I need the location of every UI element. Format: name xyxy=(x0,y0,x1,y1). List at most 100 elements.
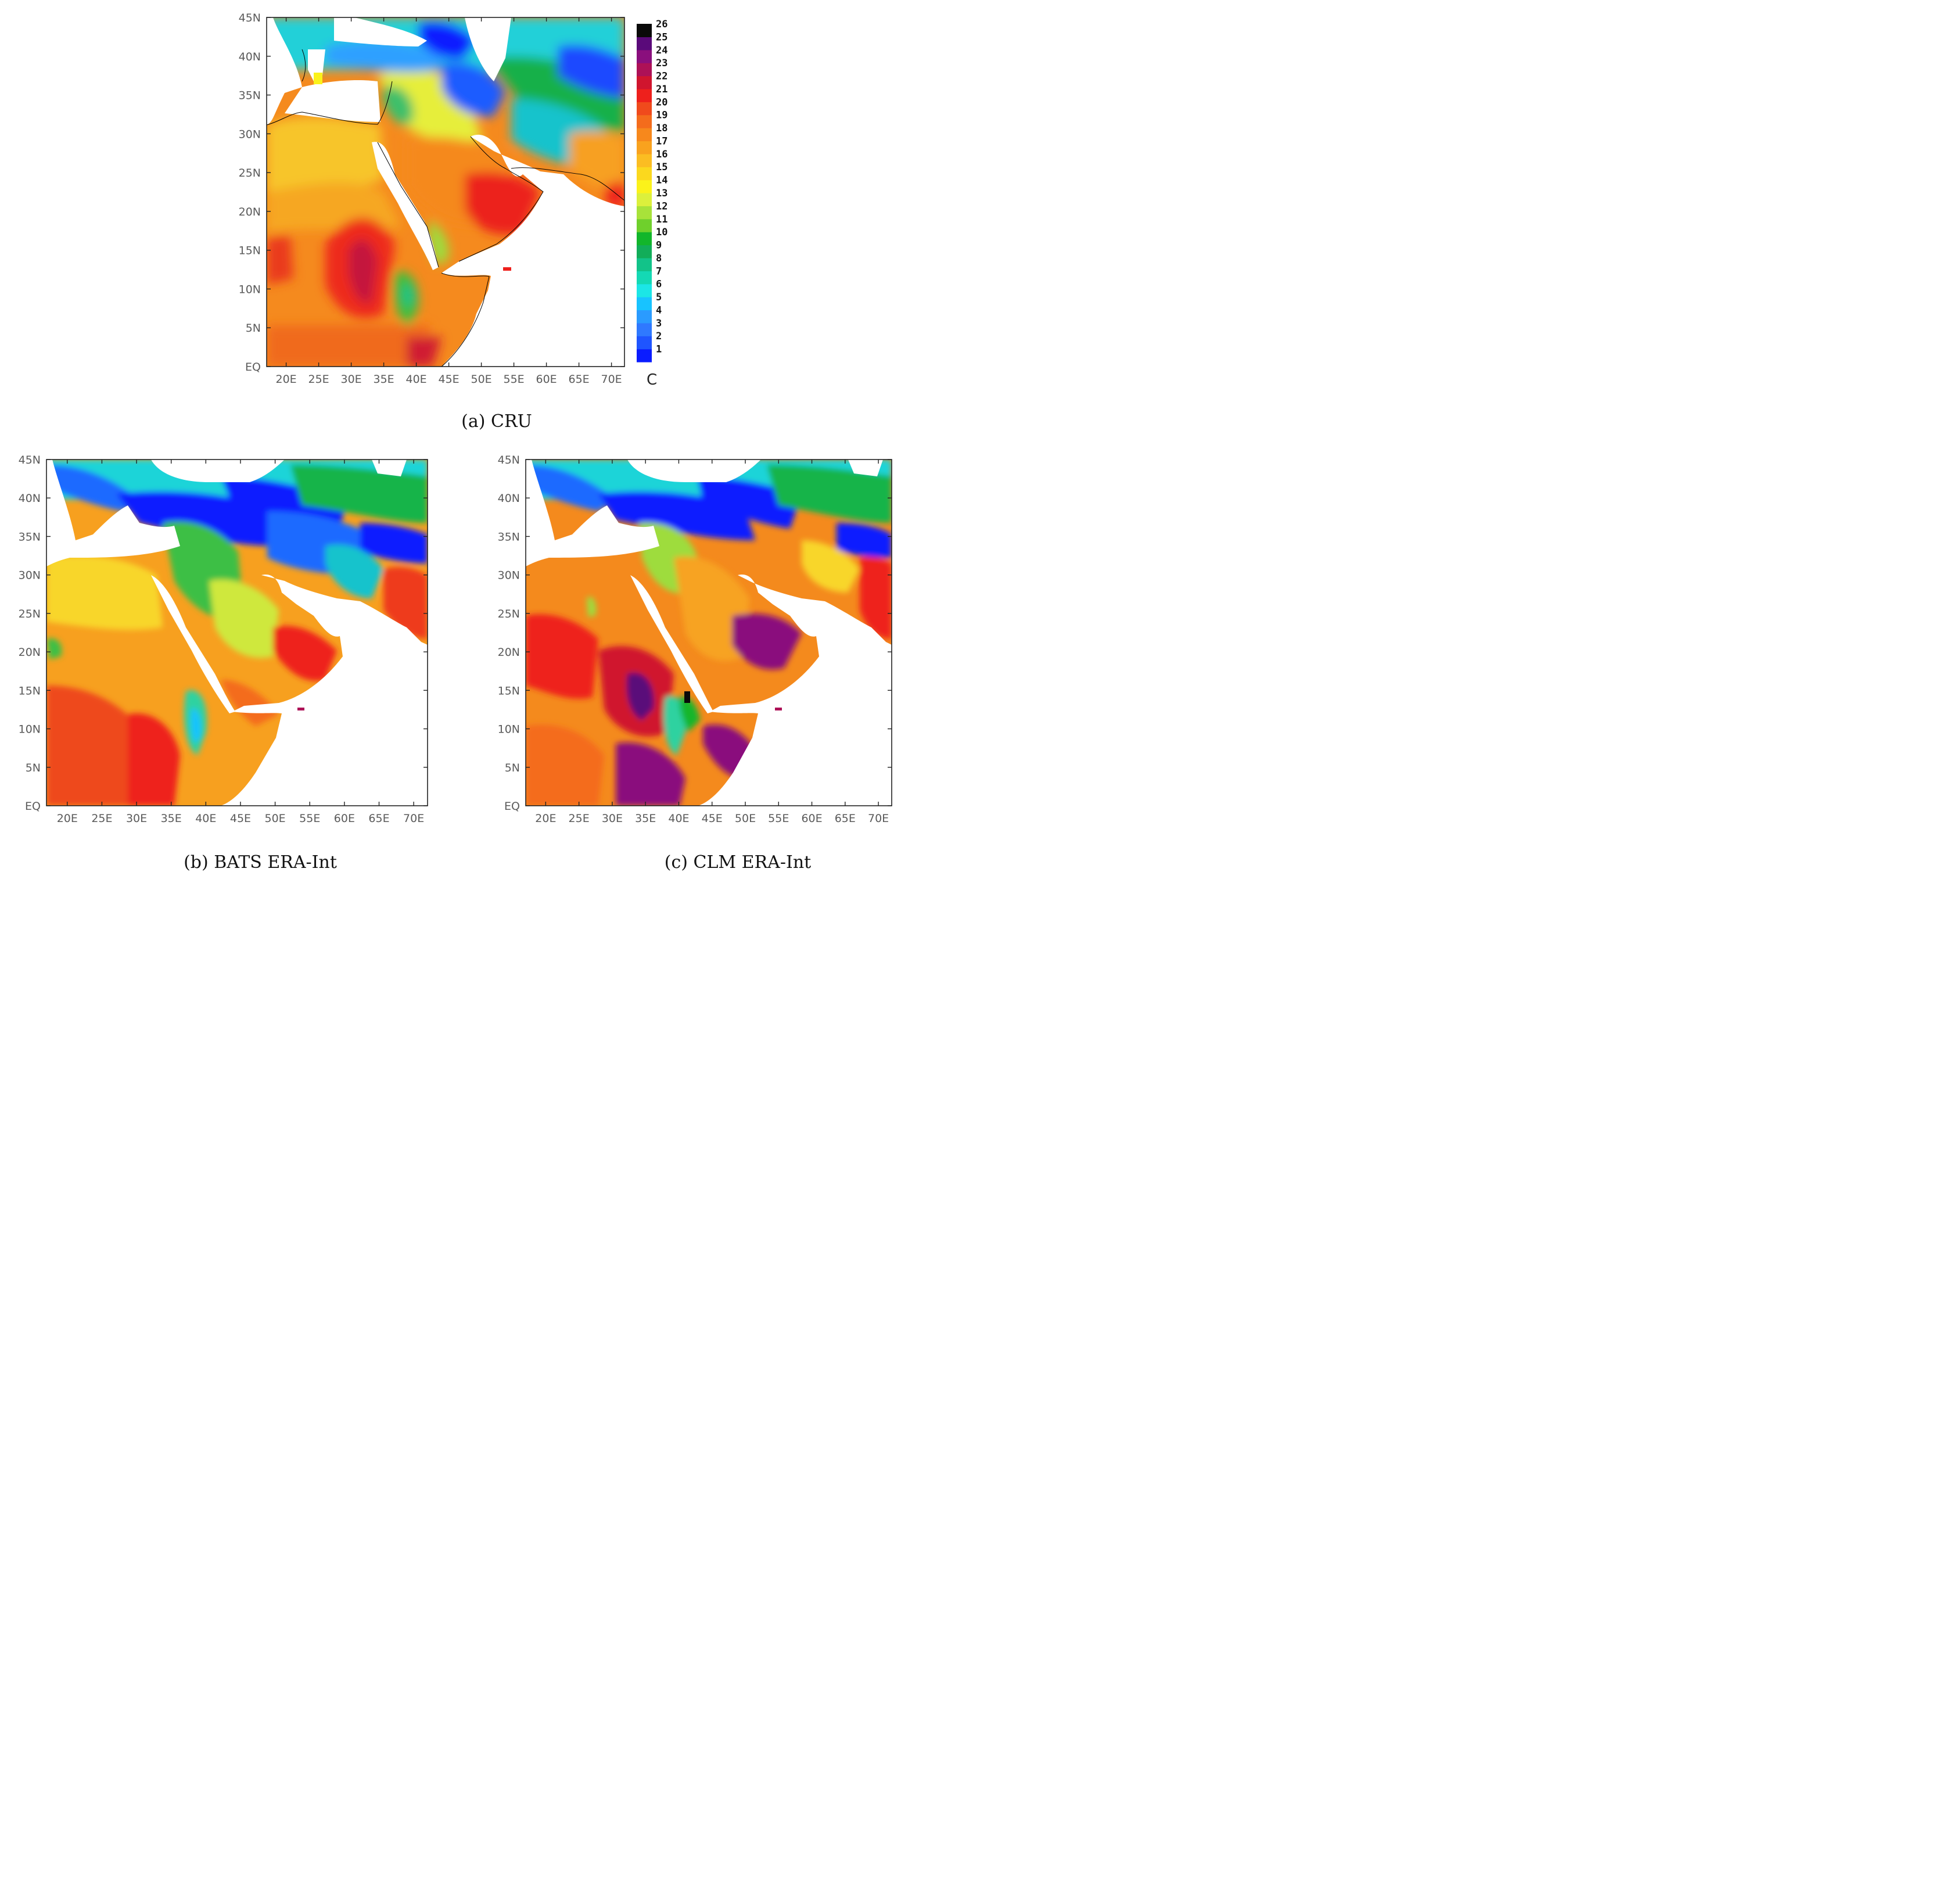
colorbar-label-9: 9 xyxy=(656,240,662,252)
axis-ticks-bats: EQ 5N 10N 15N 20N 25N 30N 35N 40N 45N 20E 25E 30E 35E… xyxy=(19,454,428,825)
lat-label-20n: 20N xyxy=(239,206,261,218)
caption-clm: (c) CLM ERA-Int xyxy=(664,852,812,873)
colorbar-label-19: 19 xyxy=(656,110,667,121)
temperature-field-cru xyxy=(267,17,624,367)
lon-label-45e: 45E xyxy=(439,373,460,386)
colorbar-label-3: 3 xyxy=(656,318,662,329)
socotra-cell xyxy=(775,708,782,710)
colorbar-swatch-11 xyxy=(637,218,652,232)
colorbar-label-24: 24 xyxy=(656,45,667,56)
colorbar-swatch-22 xyxy=(637,76,652,89)
caption-cru: (a) CRU xyxy=(461,411,532,432)
colorbar-label-1: 1 xyxy=(656,344,662,356)
lat-label-45n: 45N xyxy=(19,454,41,466)
colorbar-swatch-17 xyxy=(637,141,652,155)
lon-label-55e: 55E xyxy=(299,812,320,825)
lon-label-50e: 50E xyxy=(265,812,286,825)
sea-mask-clm xyxy=(526,460,892,806)
lon-label-30e: 30E xyxy=(602,812,623,825)
colorbar-label-21: 21 xyxy=(656,84,667,95)
lon-label-25e: 25E xyxy=(308,373,329,386)
socotra-cell xyxy=(503,267,511,271)
colorbar-swatch-8 xyxy=(637,257,652,271)
lat-label-40n: 40N xyxy=(239,51,261,63)
lat-label-eq: EQ xyxy=(504,800,520,813)
lon-label-60e: 60E xyxy=(334,812,355,825)
colorbar-label-18: 18 xyxy=(656,123,667,134)
lon-label-20e: 20E xyxy=(276,373,297,386)
lon-label-65e: 65E xyxy=(368,812,389,825)
lat-label-eq: EQ xyxy=(245,361,261,374)
colorbar-label-25: 25 xyxy=(656,31,667,43)
colorbar-label-4: 4 xyxy=(656,304,662,316)
lon-label-45e: 45E xyxy=(230,812,251,825)
colorbar-swatch-6 xyxy=(637,283,652,297)
lat-label-45n: 45N xyxy=(498,454,520,466)
lat-label-35n: 35N xyxy=(498,530,520,543)
lon-label-35e: 35E xyxy=(374,373,394,386)
lon-label-55e: 55E xyxy=(768,812,789,825)
colorbar-swatch-21 xyxy=(637,88,652,102)
colorbar-swatch-10 xyxy=(637,232,652,246)
lat-label-40n: 40N xyxy=(498,492,520,505)
colorbar-swatch-7 xyxy=(637,271,652,285)
lat-label-25n: 25N xyxy=(19,608,41,620)
colorbar-swatch-14 xyxy=(637,180,652,193)
socotra-cell xyxy=(297,708,304,710)
colorbar-swatch-12 xyxy=(637,206,652,220)
lon-label-20e: 20E xyxy=(57,812,78,825)
colorbar-swatch-3 xyxy=(637,322,652,336)
colorbar-swatch-13 xyxy=(637,193,652,206)
colorbar-swatch-25 xyxy=(637,37,652,51)
lat-label-20n: 20N xyxy=(498,646,520,659)
lon-label-20e: 20E xyxy=(535,812,556,825)
lon-label-50e: 50E xyxy=(735,812,756,825)
colorbar-label-22: 22 xyxy=(656,71,667,82)
map-frame-bats xyxy=(46,459,428,806)
coastline-cru xyxy=(267,49,624,367)
lat-label-45n: 45N xyxy=(239,12,261,24)
colorbar-swatch-15 xyxy=(637,167,652,181)
lat-label-30n: 30N xyxy=(239,128,261,141)
sea-mask-cru xyxy=(267,17,624,367)
lat-label-10n: 10N xyxy=(498,723,520,736)
colorbar-label-2: 2 xyxy=(656,331,662,342)
lon-label-65e: 65E xyxy=(835,812,856,825)
lon-label-25e: 25E xyxy=(91,812,112,825)
panel-bats: EQ 5N 10N 15N 20N 25N 30N 35N 40N 45N 20E 25E 30E 35E… xyxy=(19,454,428,825)
lon-label-40e: 40E xyxy=(195,812,216,825)
crete-cell xyxy=(314,73,322,84)
lat-label-5n: 5N xyxy=(505,762,520,774)
colorbar-label-10: 10 xyxy=(656,227,667,238)
axis-ticks-cru: EQ 5N 10N 15N 20N 25N 30N 35N 40N 45N 20E 25E 30E 35E… xyxy=(239,12,624,386)
lon-label-50e: 50E xyxy=(471,373,492,386)
colorbar-swatch-20 xyxy=(637,102,652,116)
temperature-field-clm xyxy=(526,460,892,806)
caption-bats: (b) BATS ERA-Int xyxy=(184,852,337,873)
axis-ticks-clm: EQ 5N 10N 15N 20N 25N 30N 35N 40N 45N 20E 25E 30E 35E… xyxy=(498,454,892,825)
sea-mask-bats xyxy=(46,460,428,806)
lat-label-10n: 10N xyxy=(19,723,41,736)
lat-label-eq: EQ xyxy=(25,800,41,813)
map-frame-cru xyxy=(266,17,625,367)
lat-label-25n: 25N xyxy=(498,608,520,620)
colorbar-label-8: 8 xyxy=(656,253,662,264)
lat-label-25n: 25N xyxy=(239,167,261,180)
colorbar-label-23: 23 xyxy=(656,58,667,69)
lon-label-60e: 60E xyxy=(536,373,557,386)
hot-spot-cell xyxy=(684,691,690,703)
colorbar-swatch-24 xyxy=(637,49,652,63)
temperature-field-bats xyxy=(46,460,428,806)
lat-label-40n: 40N xyxy=(19,492,41,505)
lat-label-30n: 30N xyxy=(498,569,520,582)
colorbar-label-7: 7 xyxy=(656,265,662,277)
colorbar-swatch-18 xyxy=(637,128,652,142)
colorbar: 1234567891011121314151617181920212223242… xyxy=(637,19,667,389)
lat-label-15n: 15N xyxy=(239,245,261,257)
colorbar-label-12: 12 xyxy=(656,200,667,212)
colorbar-label-20: 20 xyxy=(656,96,667,108)
colorbar-swatch-2 xyxy=(637,336,652,350)
colorbar-swatch-1 xyxy=(637,349,652,363)
lon-label-60e: 60E xyxy=(801,812,822,825)
lat-label-15n: 15N xyxy=(498,684,520,697)
